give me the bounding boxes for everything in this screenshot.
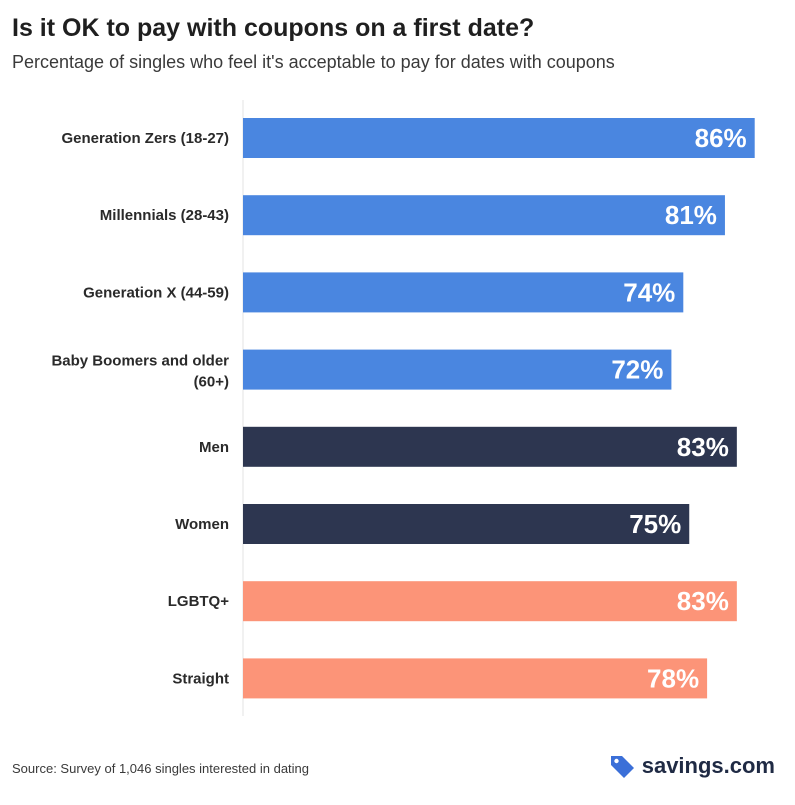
value-label: 72% bbox=[611, 355, 663, 385]
source-note: Source: Survey of 1,046 singles interest… bbox=[12, 761, 310, 776]
value-label: 83% bbox=[677, 586, 729, 616]
category-label: Women bbox=[175, 516, 229, 533]
chart-subtitle: Percentage of singles who feel it's acce… bbox=[12, 52, 615, 72]
category-label: Millennials (28-43) bbox=[100, 207, 229, 224]
value-label: 78% bbox=[647, 663, 699, 693]
category-label: Straight bbox=[172, 670, 229, 687]
category-label: Generation X (44-59) bbox=[83, 284, 229, 301]
value-label: 74% bbox=[623, 277, 675, 307]
bar bbox=[243, 195, 725, 236]
tag-icon bbox=[610, 756, 634, 778]
category-label: Generation Zers (18-27) bbox=[61, 130, 229, 147]
brand-name: savings.com bbox=[641, 753, 775, 778]
value-label: 86% bbox=[695, 123, 747, 153]
value-label: 83% bbox=[677, 432, 729, 462]
brand-logo: savings.com bbox=[608, 752, 775, 780]
chart-title: Is it OK to pay with coupons on a first … bbox=[12, 14, 535, 42]
bar bbox=[243, 349, 672, 390]
bar bbox=[243, 658, 708, 699]
category-label: LGBTQ+ bbox=[168, 593, 229, 610]
bar bbox=[243, 504, 690, 544]
category-label: Men bbox=[199, 439, 229, 456]
bar bbox=[243, 272, 684, 313]
bar bbox=[243, 118, 755, 158]
bar bbox=[243, 426, 737, 467]
category-label: Baby Boomers and older (60+) bbox=[51, 353, 229, 391]
bar-chart: Generation Zers (18-27) 86% Millennials (2… bbox=[51, 100, 755, 716]
bar bbox=[243, 581, 737, 622]
value-label: 75% bbox=[629, 509, 681, 539]
value-label: 81% bbox=[665, 200, 717, 230]
